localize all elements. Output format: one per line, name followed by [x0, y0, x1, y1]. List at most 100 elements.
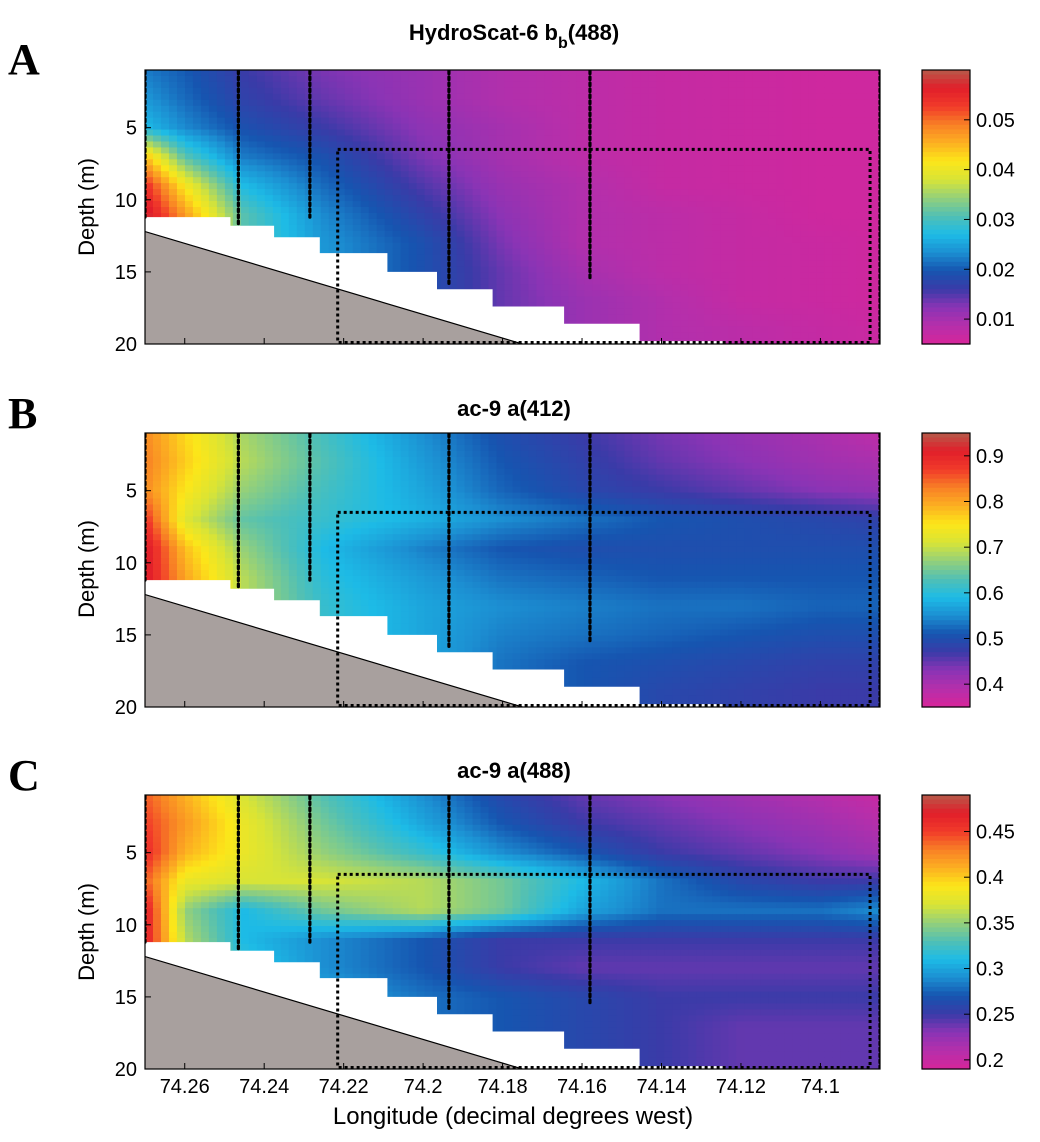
heatmap-cell	[473, 159, 482, 166]
heatmap-cell	[688, 219, 697, 226]
heatmap-cell	[417, 433, 426, 440]
heatmap-cell	[209, 451, 218, 458]
heatmap-cell	[513, 213, 522, 220]
heatmap-cell	[704, 165, 713, 172]
heatmap-cell	[465, 267, 474, 274]
heatmap-cell	[169, 201, 178, 208]
heatmap-cell	[728, 136, 737, 143]
heatmap-cell	[225, 106, 234, 113]
heatmap-cell	[752, 130, 761, 137]
heatmap-cell	[425, 141, 434, 148]
heatmap-cell	[497, 284, 506, 291]
heatmap-cell	[848, 457, 857, 464]
heatmap-cell	[736, 159, 745, 166]
heatmap-cell	[784, 314, 793, 321]
heatmap-cell	[792, 94, 801, 101]
heatmap-cell	[688, 433, 697, 440]
heatmap-cell	[209, 147, 218, 154]
heatmap-cell	[832, 112, 841, 119]
heatmap-cell	[209, 171, 218, 178]
heatmap-cell	[680, 88, 689, 95]
heatmap-cell	[848, 273, 857, 280]
heatmap-cell	[281, 136, 290, 143]
heatmap-cell	[385, 189, 394, 196]
heatmap-cell	[800, 213, 809, 220]
heatmap-cell	[329, 171, 338, 178]
heatmap-cell	[201, 76, 210, 83]
heatmap-cell	[385, 237, 394, 244]
heatmap-cell	[313, 457, 322, 464]
heatmap-cell	[792, 159, 801, 166]
heatmap-cell	[497, 207, 506, 214]
heatmap-cell	[425, 189, 434, 196]
heatmap-cell	[305, 225, 314, 232]
heatmap-cell	[848, 326, 857, 333]
heatmap-cell	[728, 76, 737, 83]
heatmap-cell	[345, 213, 354, 220]
heatmap-cell	[784, 469, 793, 476]
heatmap-cell	[552, 177, 561, 184]
heatmap-cell	[536, 463, 545, 470]
heatmap-cell	[369, 195, 378, 202]
heatmap-cell	[281, 165, 290, 172]
heatmap-cell	[425, 261, 434, 268]
heatmap-cell	[656, 255, 665, 262]
heatmap-cell	[457, 106, 466, 113]
heatmap-cell	[608, 82, 617, 89]
heatmap-cell	[153, 195, 162, 202]
heatmap-cell	[329, 112, 338, 119]
heatmap-cell	[417, 189, 426, 196]
heatmap-cell	[209, 100, 218, 107]
heatmap-cell	[249, 183, 258, 190]
heatmap-cell	[313, 88, 322, 95]
heatmap-cell	[672, 463, 681, 470]
heatmap-cell	[792, 177, 801, 184]
heatmap-cell	[640, 106, 649, 113]
heatmap-cell	[281, 118, 290, 125]
heatmap-cell	[201, 463, 210, 470]
heatmap-cell	[776, 201, 785, 208]
heatmap-cell	[153, 88, 162, 95]
heatmap-cell	[217, 100, 226, 107]
heatmap-cell	[217, 82, 226, 89]
heatmap-cell	[177, 106, 186, 113]
heatmap-cell	[592, 314, 601, 321]
heatmap-cell	[808, 76, 817, 83]
heatmap-cell	[513, 189, 522, 196]
heatmap-cell	[704, 296, 713, 303]
heatmap-cell	[544, 141, 553, 148]
heatmap-cell	[281, 445, 290, 452]
heatmap-cell	[816, 213, 825, 220]
heatmap-cell	[393, 70, 402, 77]
heatmap-cell	[664, 445, 673, 452]
heatmap-cell	[161, 463, 170, 470]
heatmap-cell	[824, 88, 833, 95]
heatmap-cell	[800, 141, 809, 148]
heatmap-cell	[688, 457, 697, 464]
heatmap-cell	[257, 76, 266, 83]
heatmap-cell	[760, 88, 769, 95]
heatmap-cell	[848, 278, 857, 285]
heatmap-cell	[848, 302, 857, 309]
heatmap-cell	[473, 225, 482, 232]
heatmap-cell	[425, 469, 434, 476]
heatmap-cell	[856, 314, 865, 321]
heatmap-cell	[648, 290, 657, 297]
heatmap-cell	[808, 273, 817, 280]
heatmap-cell	[696, 82, 705, 89]
heatmap-cell	[704, 159, 713, 166]
heatmap-cell	[792, 439, 801, 446]
heatmap-cell	[201, 106, 210, 113]
heatmap-cell	[201, 457, 210, 464]
heatmap-cell	[680, 273, 689, 280]
heatmap-cell	[393, 463, 402, 470]
heatmap-cell	[393, 124, 402, 131]
heatmap-cell	[680, 267, 689, 274]
heatmap-cell	[568, 219, 577, 226]
heatmap-cell	[536, 213, 545, 220]
heatmap-cell	[377, 439, 386, 446]
heatmap-cell	[776, 445, 785, 452]
heatmap-cell	[680, 231, 689, 238]
